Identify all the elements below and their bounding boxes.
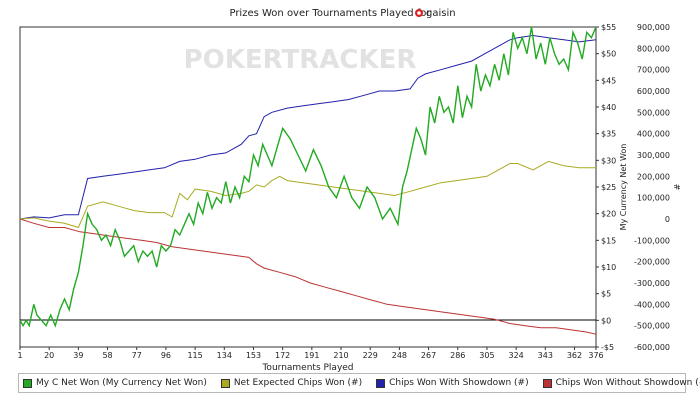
y-currency-tick-label: $15 (601, 236, 616, 245)
legend-item-1[interactable]: Net Expected Chips Won (#) (220, 378, 363, 388)
y-currency-tick-label: $50 (601, 50, 616, 59)
x-tick-label: 267 (421, 351, 436, 360)
x-tick-label: 20 (44, 351, 54, 360)
legend-label: Chips Won Without Showdown (#) (555, 378, 700, 388)
chart-legend: My C Net Won (My Currency Net Won) Net Ex… (18, 373, 700, 393)
x-tick-label: 376 (588, 351, 603, 360)
y-currency-tick-label: $30 (601, 156, 616, 165)
y-chips-tick-label: -400,000 (634, 300, 670, 309)
legend-swatch (376, 378, 386, 388)
y-chips-tick-label: -100,000 (634, 236, 670, 245)
x-tick-label: 305 (479, 351, 494, 360)
x-tick-label: 134 (217, 351, 232, 360)
plot-area (19, 26, 597, 348)
x-tick-label: 324 (508, 351, 523, 360)
y-currency-tick-label: $40 (601, 103, 616, 112)
x-tick-label: 229 (363, 351, 378, 360)
x-tick-label: 248 (392, 351, 407, 360)
y-currency-tick-label: $20 (601, 210, 616, 219)
y-chips-tick-label: -200,000 (634, 258, 670, 267)
x-tick-label: 1 (17, 351, 22, 360)
legend-item-2[interactable]: Chips Won With Showdown (#) (376, 378, 529, 388)
x-tick-label: 286 (450, 351, 465, 360)
x-tick-label: 115 (187, 351, 202, 360)
legend-label: Chips Won With Showdown (#) (389, 378, 529, 388)
y-currency-tick-label: $35 (601, 130, 616, 139)
y-currency-tick-label: $5 (601, 290, 611, 299)
x-tick-label: 343 (538, 351, 553, 360)
legend-item-0[interactable]: My C Net Won (My Currency Net Won) (23, 378, 207, 388)
legend-swatch (23, 378, 32, 388)
y-chips-tick-label: 600,000 (637, 87, 670, 96)
y-chips-tick-label: 400,000 (637, 130, 670, 139)
y-chips-tick-label: 800,000 (637, 44, 670, 53)
x-tick-label: 362 (567, 351, 582, 360)
y-chips-tick-label: 500,000 (637, 108, 670, 117)
legend-item-3[interactable]: Chips Won Without Showdown (#) (542, 378, 700, 388)
x-tick-label: 172 (275, 351, 290, 360)
y-chips-tick-label: -500,000 (634, 322, 670, 331)
x-tick-label: 39 (73, 351, 83, 360)
x-tick-label: 153 (246, 351, 261, 360)
x-tick-label: 210 (333, 351, 348, 360)
legend-swatch (220, 378, 230, 388)
x-tick-label: 191 (304, 351, 319, 360)
x-tick-label: 77 (132, 351, 142, 360)
y-chips-tick-label: -300,000 (634, 279, 670, 288)
y-chips-tick-label: -600,000 (634, 343, 670, 352)
y-currency-tick-label: $25 (601, 183, 616, 192)
y-currency-tick-label: $55 (601, 23, 616, 32)
y-currency-tick-label: -$5 (601, 343, 614, 352)
y-axis-label-chips: # (673, 183, 682, 190)
legend-label: Net Expected Chips Won (#) (233, 378, 363, 388)
y-chips-tick-label: 900,000 (637, 23, 670, 32)
watermark: POKERTRACKER (184, 45, 417, 75)
series-line-0 (19, 26, 597, 328)
legend-label: My C Net Won (My Currency Net Won) (36, 378, 207, 388)
y-currency-tick-label: $10 (601, 263, 616, 272)
legend-swatch (542, 378, 552, 388)
player-name: gaisin (426, 8, 456, 19)
y-chips-tick-label: 200,000 (637, 172, 670, 181)
y-axis-label-currency: My Currency Net Won (619, 144, 628, 231)
x-tick-label: 58 (102, 351, 112, 360)
y-chips-tick-label: 0 (665, 215, 670, 224)
series-line-1 (19, 160, 596, 229)
x-tick-label: 96 (161, 351, 171, 360)
x-axis-label: Tournaments Played (261, 363, 353, 373)
y-chips-tick-label: 100,000 (637, 194, 670, 203)
chart-title: Prizes Won over Tournaments Played for (229, 8, 431, 19)
y-chips-tick-label: 700,000 (637, 66, 670, 75)
y-currency-tick-label: $0 (601, 316, 611, 325)
y-currency-tick-label: $45 (601, 76, 616, 85)
series-line-2 (19, 34, 597, 220)
poker-chip-icon (415, 9, 423, 17)
y-chips-tick-label: 300,000 (637, 151, 670, 160)
